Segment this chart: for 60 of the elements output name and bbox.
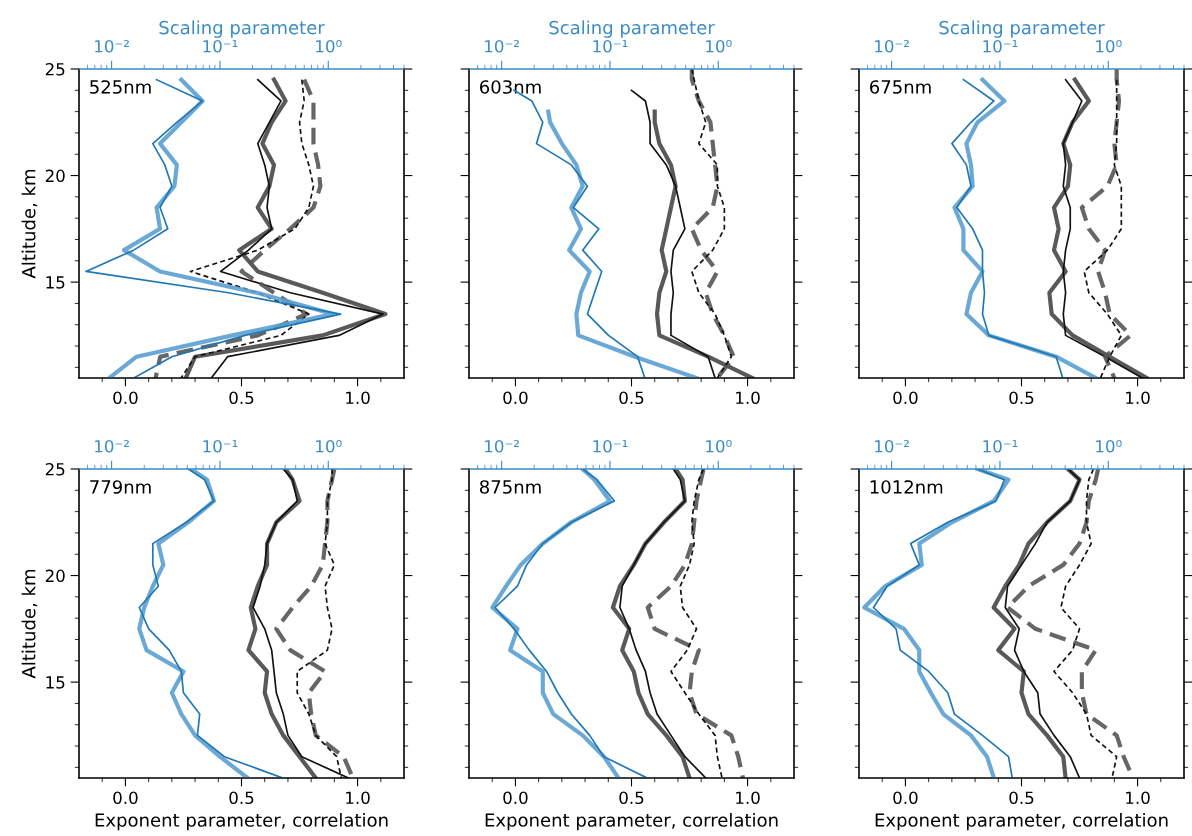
x-tick-label: 0.5 — [1009, 791, 1034, 805]
line-series — [183, 77, 388, 378]
x-tick-label: 1.0 — [1126, 791, 1150, 805]
x-axis-title: Exponent parameter, correlation — [95, 812, 388, 831]
y-tick-label: 25 — [45, 62, 65, 76]
annotation: 603nm — [480, 80, 541, 94]
x-tick-label: 1.0 — [346, 791, 370, 805]
x-tick-label: 0.5 — [229, 791, 254, 805]
x2-tick-label: 10⁰ — [1096, 439, 1122, 453]
x-tick-label: 0.0 — [893, 791, 918, 805]
x-tick-label: 0.5 — [619, 791, 644, 805]
x2-tick-label: 10⁻¹ — [593, 439, 628, 453]
x-tick-label: 1.0 — [736, 791, 760, 805]
x-axis-title: Exponent parameter, correlation — [875, 812, 1168, 831]
x2-tick-label: 10⁰ — [706, 39, 732, 53]
x2-tick-label: 10⁻¹ — [983, 39, 1018, 53]
x2-tick-label: 10⁻² — [875, 439, 909, 453]
x2-tick-label: 10⁻¹ — [593, 39, 628, 53]
annotation: 779nm — [90, 480, 151, 494]
x2-tick-label: 10⁰ — [706, 439, 732, 453]
x-tick-label: 1.0 — [736, 391, 760, 405]
annotation: 675nm — [870, 80, 931, 94]
x2-tick-label: 10⁻¹ — [203, 39, 238, 53]
y-axis-title: Altitude, km — [21, 569, 38, 679]
x-tick-label: 0.0 — [113, 391, 138, 405]
y-tick-label: 20 — [45, 169, 65, 183]
x2-tick-label: 10⁰ — [316, 39, 342, 53]
x2-tick-label: 10⁻² — [875, 39, 909, 53]
x-axis-title: Exponent parameter, correlation — [485, 812, 778, 831]
x-tick-label: 0.5 — [1009, 391, 1034, 405]
y-tick-label: 25 — [45, 462, 65, 476]
x2-axis-title: Scaling parameter — [939, 20, 1105, 38]
x-tick-label: 0.0 — [503, 391, 528, 405]
y-axis-title: Altitude, km — [21, 169, 38, 279]
annotation: 1012nm — [870, 480, 943, 494]
x-tick-label: 1.0 — [1126, 391, 1150, 405]
x-tick-label: 1.0 — [346, 391, 370, 405]
x-tick-label: 0.0 — [503, 791, 528, 805]
line-series — [153, 77, 323, 378]
line-series — [252, 469, 350, 778]
y-tick-label: 15 — [46, 276, 65, 289]
x2-tick-label: 10⁻² — [485, 39, 519, 53]
y-tick-label: 15 — [46, 676, 65, 689]
x2-tick-label: 10⁻¹ — [203, 439, 238, 453]
x2-axis-title: Scaling parameter — [549, 20, 715, 38]
annotation: 875nm — [479, 480, 541, 494]
x-tick-label: 0.0 — [893, 391, 918, 405]
x2-tick-label: 10⁻² — [95, 39, 129, 53]
x2-tick-label: 10⁻¹ — [983, 439, 1018, 453]
x2-axis-title: Scaling parameter — [159, 20, 325, 38]
y-tick-label: 20 — [45, 569, 65, 583]
x2-tick-label: 10⁻² — [485, 439, 519, 453]
x-tick-label: 0.5 — [229, 391, 254, 405]
x2-tick-label: 10⁰ — [316, 439, 342, 453]
x-tick-label: 0.5 — [619, 391, 644, 405]
x-tick-label: 0.0 — [113, 791, 138, 805]
x2-tick-label: 10⁰ — [1096, 39, 1122, 53]
line-series — [274, 469, 356, 778]
x2-tick-label: 10⁻² — [95, 439, 129, 453]
annotation: 525nm — [90, 80, 151, 94]
